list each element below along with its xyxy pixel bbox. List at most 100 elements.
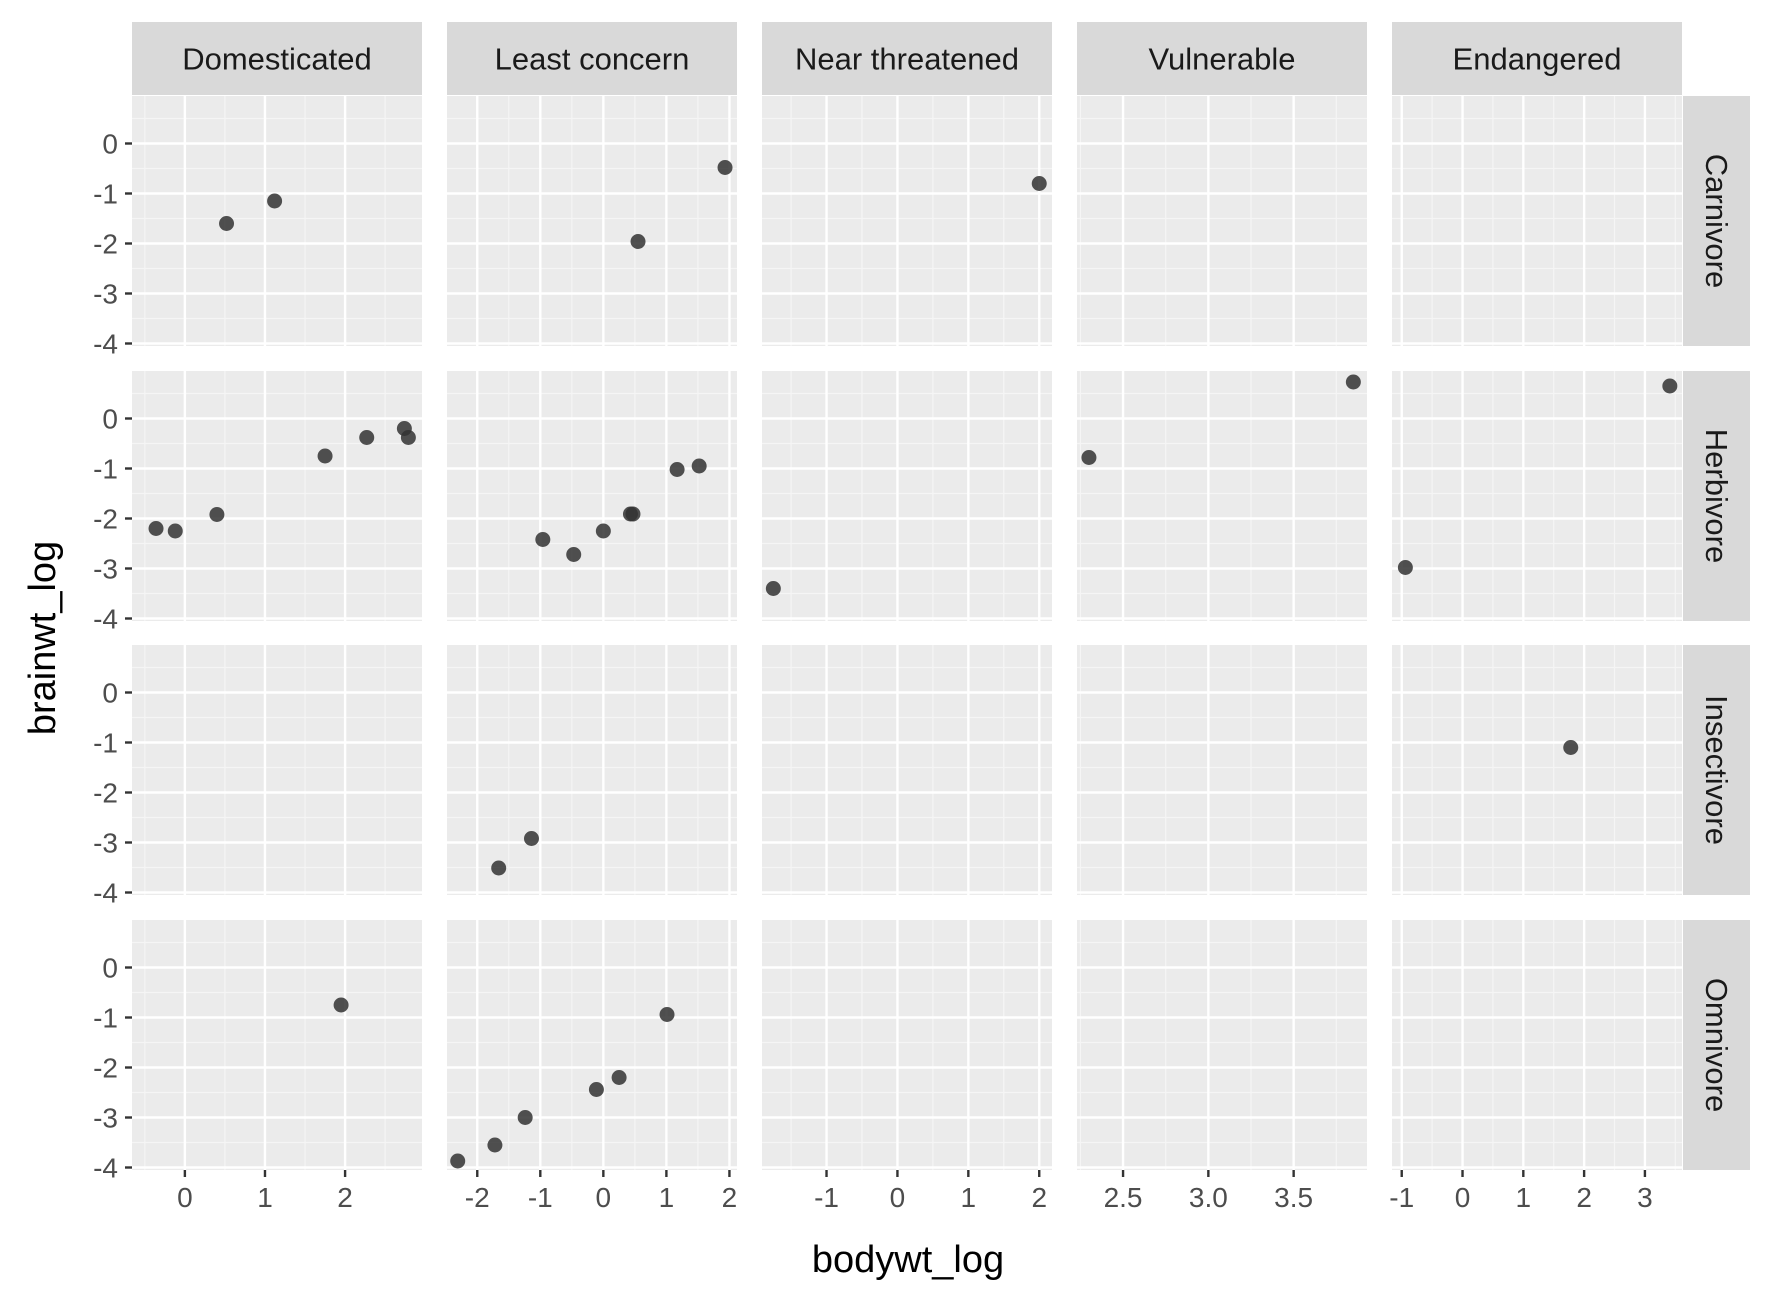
y-tick-label: -1 [93,179,118,210]
data-point [267,193,283,209]
row-strip-label: Omnivore [1699,978,1734,1112]
column-strip-least-concern: Least concern [447,22,737,95]
x-tick-label: -2 [465,1182,490,1213]
data-point [765,581,781,596]
data-point [148,521,164,536]
data-point [317,448,333,464]
panel-endangered-carnivore [1392,96,1682,346]
x-tick-label: 1 [961,1182,977,1213]
panel-near-threatened-insectivore [762,645,1052,895]
column-strip-label: Endangered [1453,42,1622,77]
data-point [625,506,641,522]
y-tick-label: -1 [93,728,118,759]
y-tick-label: -1 [93,1003,118,1034]
y-axis-insectivore: 0 -1 -2 -3 -4 [93,678,132,909]
x-tick-label: 0 [890,1182,906,1213]
column-strip-background [447,22,737,95]
panel-vulnerable-insectivore [1077,645,1367,895]
strips-layer: Domesticated Least concern Near threatened… [132,22,1750,1170]
y-tick-label: -2 [93,1053,118,1084]
x-tick-label: -1 [814,1182,839,1213]
panel-endangered-herbivore [1392,371,1682,621]
row-strip-label: Carnivore [1699,154,1734,288]
column-strip-endangered: Endangered [1392,22,1682,95]
data-point [535,532,551,547]
data-point [491,860,507,876]
y-axis-herbivore: 0 -1 -2 -3 -4 [93,404,132,635]
panel-background [762,920,1052,1170]
panel-background [762,96,1052,346]
x-tick-label: 0 [596,1182,612,1213]
panel-background [762,371,1052,621]
column-strip-background [1392,22,1682,95]
x-tick-label: 1 [257,1182,273,1213]
data-point [209,507,225,522]
panel-near-threatened-herbivore [762,371,1052,621]
y-tick-label: -1 [93,454,118,485]
column-strip-label: Near threatened [795,42,1019,77]
data-point [588,1082,604,1097]
row-strip-omnivore: Omnivore [1683,920,1750,1170]
column-strip-background [1077,22,1367,95]
row-strip-background [1683,645,1750,895]
row-strip-carnivore: Carnivore [1683,96,1750,346]
column-strip-label: Vulnerable [1148,42,1295,77]
y-tick-label: -3 [93,828,118,859]
x-tick-label: 0 [1455,1182,1471,1213]
y-tick-label: -3 [93,279,118,310]
column-strip-domesticated: Domesticated [132,22,422,95]
row-strip-background [1683,920,1750,1170]
panel-domesticated-insectivore [132,645,422,895]
panel-background [132,920,422,1170]
column-strip-vulnerable: Vulnerable [1077,22,1367,95]
panel-background [132,96,422,346]
row-strip-background [1683,96,1750,346]
x-tick-label: 1 [659,1182,675,1213]
x-tick-label: 2 [1031,1182,1047,1213]
data-point [566,547,582,562]
panel-domesticated-omnivore [132,920,422,1170]
x-tick-label: 3.5 [1274,1182,1313,1213]
y-axis-carnivore: 0 -1 -2 -3 -4 [93,129,132,360]
data-point [333,997,349,1013]
data-point [595,523,611,539]
data-point [517,1110,533,1125]
data-point [1031,176,1047,191]
data-point [359,430,375,445]
column-strip-label: Least concern [495,42,690,77]
y-tick-label: -2 [93,504,118,535]
data-point [523,831,539,846]
column-strip-near-threatened: Near threatened [762,22,1052,95]
data-point [1081,450,1097,465]
data-point [487,1137,503,1153]
y-tick-label: -3 [93,1103,118,1134]
panel-vulnerable-omnivore [1077,920,1367,1170]
x-tick-label: 1 [1516,1182,1532,1213]
panel-background [132,645,422,895]
x-axis-title: bodywt_log [812,1239,1004,1281]
panel-endangered-insectivore [1392,645,1682,895]
column-strip-background [762,22,1052,95]
panels-layer [132,96,1682,1170]
panel-background [447,920,737,1170]
panel-least-concern-insectivore [447,645,737,895]
data-point [611,1070,627,1085]
data-point [669,462,685,477]
y-tick-label: 0 [102,129,118,160]
y-tick-label: -3 [93,554,118,585]
x-axis-vulnerable: 2.5 3.0 3.5 [1104,1170,1313,1213]
x-axis-near-threatened: -1 0 1 2 [814,1170,1047,1213]
panel-background [762,645,1052,895]
row-strip-label: Herbivore [1699,429,1734,563]
panel-least-concern-herbivore [447,371,737,621]
axes-layer: 0 1 2 -2 -1 0 1 2 -1 0 1 2 2.5 3.0 3.5 -1 0 1 2 30-1-2-3-40… [93,129,1653,1214]
y-axis-title: brainwt_log [22,541,64,735]
x-axis-endangered: -1 0 1 2 3 [1389,1170,1653,1213]
panel-vulnerable-carnivore [1077,96,1367,346]
column-strip-background [132,22,422,95]
panel-background [1077,371,1367,621]
data-point [1345,374,1361,390]
data-point [167,523,183,539]
x-axis-least-concern: -2 -1 0 1 2 [465,1170,737,1213]
row-strip-insectivore: Insectivore [1683,645,1750,895]
